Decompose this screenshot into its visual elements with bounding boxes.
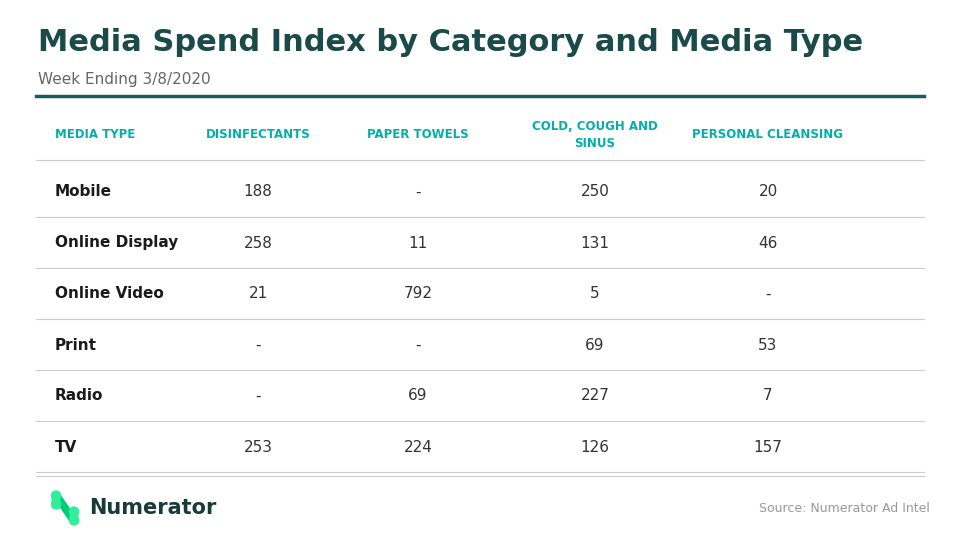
- Text: 792: 792: [403, 287, 433, 301]
- Text: 131: 131: [581, 235, 610, 251]
- Text: -: -: [765, 287, 771, 301]
- Text: -: -: [416, 185, 420, 199]
- Text: TV: TV: [55, 440, 77, 455]
- Text: MEDIA TYPE: MEDIA TYPE: [55, 129, 135, 141]
- Text: 224: 224: [403, 440, 432, 455]
- Text: COLD, COUGH AND
SINUS: COLD, COUGH AND SINUS: [532, 120, 658, 150]
- Text: 157: 157: [754, 440, 782, 455]
- Text: PERSONAL CLEANSING: PERSONAL CLEANSING: [692, 129, 844, 141]
- Text: DISINFECTANTS: DISINFECTANTS: [205, 129, 310, 141]
- Text: Media Spend Index by Category and Media Type: Media Spend Index by Category and Media …: [38, 28, 863, 57]
- Circle shape: [69, 507, 79, 516]
- Text: -: -: [255, 388, 261, 403]
- Text: Radio: Radio: [55, 388, 104, 403]
- Text: 7: 7: [763, 388, 773, 403]
- Circle shape: [52, 491, 60, 500]
- Circle shape: [52, 500, 60, 509]
- Text: Mobile: Mobile: [55, 185, 112, 199]
- Text: Online Video: Online Video: [55, 287, 164, 301]
- Text: 46: 46: [758, 235, 778, 251]
- Polygon shape: [60, 493, 70, 523]
- Text: 188: 188: [244, 185, 273, 199]
- Text: -: -: [255, 338, 261, 353]
- Text: 69: 69: [586, 338, 605, 353]
- Text: Source: Numerator Ad Intel: Source: Numerator Ad Intel: [759, 502, 930, 515]
- Text: Online Display: Online Display: [55, 235, 179, 251]
- Text: 20: 20: [758, 185, 778, 199]
- Circle shape: [69, 516, 79, 525]
- Text: Numerator: Numerator: [89, 498, 216, 518]
- FancyBboxPatch shape: [52, 491, 60, 509]
- Text: 21: 21: [249, 287, 268, 301]
- Text: 126: 126: [581, 440, 610, 455]
- Text: PAPER TOWELS: PAPER TOWELS: [367, 129, 468, 141]
- Text: 258: 258: [244, 235, 273, 251]
- Text: 250: 250: [581, 185, 610, 199]
- Text: 5: 5: [590, 287, 600, 301]
- Text: Week Ending 3/8/2020: Week Ending 3/8/2020: [38, 72, 210, 87]
- Text: 227: 227: [581, 388, 610, 403]
- Text: 253: 253: [244, 440, 273, 455]
- FancyBboxPatch shape: [69, 507, 79, 525]
- Text: 69: 69: [408, 388, 428, 403]
- Text: -: -: [416, 338, 420, 353]
- Text: 11: 11: [408, 235, 427, 251]
- Text: Print: Print: [55, 338, 97, 353]
- Text: 53: 53: [758, 338, 778, 353]
